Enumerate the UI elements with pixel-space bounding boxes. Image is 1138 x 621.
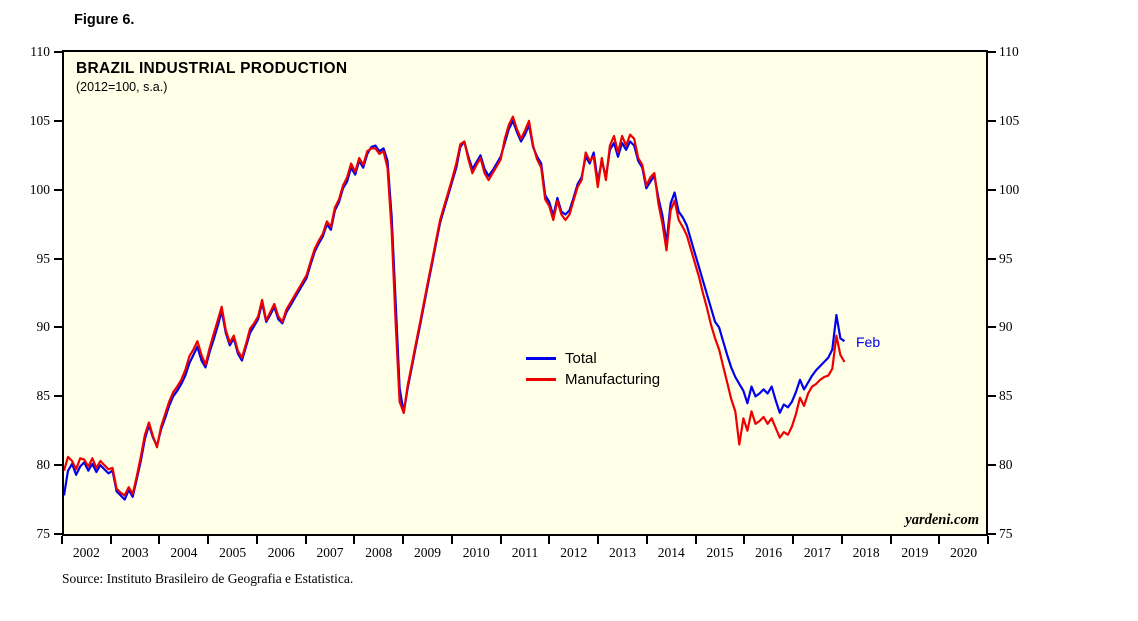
x-axis-year-label: 2014: [657, 545, 685, 560]
yardeni-watermark: yardeni.com: [905, 512, 979, 528]
y-tick-left: [54, 119, 62, 122]
x-tick: [450, 536, 453, 544]
x-tick: [304, 536, 307, 544]
x-tick: [840, 536, 843, 544]
x-axis-year-label: 2016: [755, 545, 783, 560]
series-line-total: [64, 119, 846, 501]
total-line-swatch: [526, 357, 556, 360]
y-tick-right: [988, 533, 996, 535]
series-line-manufacturing: [64, 115, 846, 497]
x-tick: [499, 536, 502, 544]
x-axis-year-label: 2011: [511, 545, 539, 560]
y-axis-label-left: 80: [36, 457, 51, 473]
x-axis-year-label: 2004: [170, 545, 198, 560]
y-axis-label-left: 75: [36, 526, 51, 541]
legend-item-manufacturing: Manufacturing: [526, 369, 660, 390]
y-tick-right: [988, 51, 996, 53]
x-axis-year-label: 2008: [365, 545, 393, 560]
x-axis-year-label: 2018: [852, 545, 880, 560]
y-axis-label-left: 110: [30, 44, 50, 59]
feb-annotation: Feb: [856, 334, 881, 350]
y-tick-left: [54, 51, 62, 53]
y-axis-label-right: 90: [999, 319, 1013, 335]
y-tick-left: [54, 464, 62, 467]
legend-label-manufacturing: Manufacturing: [565, 371, 661, 388]
chart-title-block: BRAZIL INDUSTRIAL PRODUCTION (2012=100, …: [76, 60, 347, 94]
y-tick-right: [988, 464, 996, 467]
x-tick: [353, 536, 356, 544]
x-axis-year-label: 2013: [608, 545, 636, 560]
x-axis-year-label: 2010: [462, 545, 490, 560]
y-tick-right: [988, 119, 996, 122]
y-tick-left: [54, 533, 62, 535]
x-axis-year-label: 2009: [414, 545, 442, 560]
y-axis-label-right: 110: [999, 44, 1019, 59]
y-tick-right: [988, 257, 996, 260]
chart-subtitle: (2012=100, s.a.): [76, 80, 168, 94]
y-axis-label-right: 80: [999, 457, 1013, 473]
x-axis-year-label: 2019: [901, 545, 929, 560]
x-tick: [402, 536, 405, 544]
y-tick-left: [54, 257, 62, 260]
y-tick-right: [988, 395, 996, 398]
y-axis-label-right: 85: [999, 388, 1013, 404]
y-tick-left: [54, 395, 62, 398]
legend-item-total: Total: [526, 348, 660, 369]
x-tick: [938, 536, 941, 544]
figure-label: Figure 6.: [74, 12, 135, 28]
chart-title: BRAZIL INDUSTRIAL PRODUCTION: [76, 60, 348, 77]
x-tick: [743, 536, 746, 544]
y-axis-label-left: 85: [36, 388, 51, 404]
x-axis-year-label: 2012: [560, 545, 588, 560]
x-tick: [987, 536, 989, 544]
x-tick: [597, 536, 600, 544]
y-axis-label-left: 90: [36, 319, 51, 335]
x-axis-year-label: 2020: [950, 545, 978, 560]
source-note: Source: Instituto Brasileiro de Geografi…: [62, 571, 354, 586]
x-tick: [61, 536, 63, 544]
y-axis-label-right: 100: [999, 181, 1020, 197]
x-tick: [889, 536, 892, 544]
y-axis-label-right: 95: [999, 250, 1013, 266]
y-tick-right: [988, 188, 996, 191]
y-axis-label-right: 105: [999, 112, 1020, 128]
x-axis-year-label: 2015: [706, 545, 734, 560]
x-axis-year-label: 2002: [72, 545, 100, 560]
y-axis-label-left: 95: [36, 250, 51, 266]
chart-lines-svg: [64, 115, 846, 501]
y-axis-label-left: 105: [29, 112, 50, 128]
x-tick: [207, 536, 210, 544]
legend-label-total: Total: [565, 350, 597, 367]
x-tick: [694, 536, 697, 544]
x-tick: [645, 536, 648, 544]
x-axis-year-label: 2006: [267, 545, 295, 560]
x-tick: [255, 536, 258, 544]
y-axis-label-left: 100: [29, 181, 50, 197]
x-axis-year-label: 2003: [121, 545, 149, 560]
x-tick: [792, 536, 795, 544]
x-axis-year-label: 2005: [219, 545, 247, 560]
y-axis-label-right: 75: [999, 526, 1013, 541]
x-axis-year-label: 2017: [803, 545, 831, 560]
x-axis-year-label: 2007: [316, 545, 344, 560]
manufacturing-line-swatch: [526, 378, 556, 381]
y-tick-right: [988, 326, 996, 329]
chart-plot-area: BRAZIL INDUSTRIAL PRODUCTION (2012=100, …: [62, 50, 988, 536]
x-tick: [158, 536, 161, 544]
legend: Total Manufacturing: [526, 348, 660, 390]
y-tick-left: [54, 188, 62, 191]
x-tick: [109, 536, 112, 544]
x-tick: [548, 536, 551, 544]
y-tick-left: [54, 326, 62, 329]
